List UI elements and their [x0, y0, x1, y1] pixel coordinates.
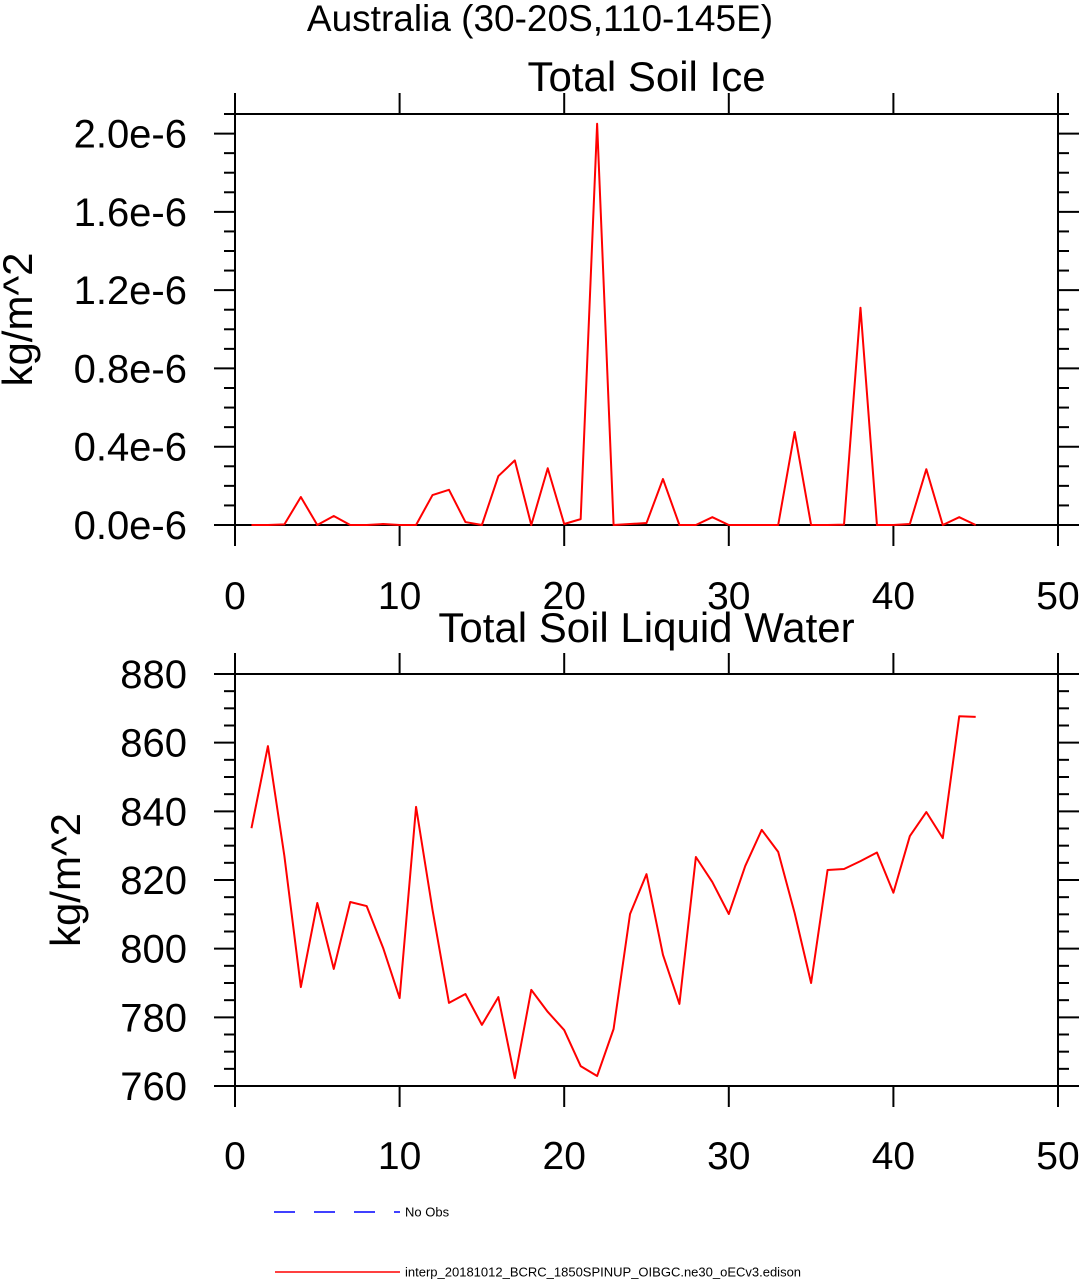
legend-item-model-run: interp_20181012_BCRC_1850SPINUP_OIBGC.ne… [275, 1265, 801, 1280]
y-axis-label: kg/m^2 [0, 252, 41, 386]
y-tick-label: 820 [120, 859, 187, 903]
x-tick-label: 20 [543, 575, 586, 618]
x-tick-label: 0 [224, 1135, 246, 1178]
x-tick-label: 40 [872, 575, 915, 618]
y-tick-label: 880 [120, 653, 187, 697]
x-tick-label: 30 [707, 1135, 750, 1178]
plot-frame [234, 113, 1059, 526]
panel-total-soil-ice: Total Soil Ice kg/m^2 0 10 20 30 40 50 0.0e-6 0… [0, 53, 1080, 618]
x-tick-label: 30 [707, 575, 750, 618]
y-tick-label: 800 [120, 928, 187, 972]
y-tick-label: 760 [120, 1065, 187, 1109]
y-tick-label: 1.2e-6 [74, 269, 187, 313]
series-line [251, 122, 977, 526]
legend: No Obs interp_20181012_BCRC_1850SPINUP_O… [274, 1205, 801, 1280]
legend-label: No Obs [405, 1205, 450, 1220]
legend-label: interp_20181012_BCRC_1850SPINUP_OIBGC.ne… [405, 1265, 801, 1280]
plot-frame [234, 673, 1059, 1087]
y-tick-label: 0.4e-6 [74, 426, 187, 470]
figure-title: Australia (30-20S,110-145E) [307, 0, 773, 39]
panel-total-soil-liquid-water: Total Soil Liquid Water kg/m^2 0 10 20 30 40… [42, 604, 1080, 1178]
x-tick-label: 40 [872, 1135, 915, 1178]
y-tick-label: 860 [120, 722, 187, 766]
x-tick-label: 20 [543, 1135, 586, 1178]
y-tick-label: 1.6e-6 [74, 191, 187, 235]
y-axis-label: kg/m^2 [42, 813, 89, 947]
x-tick-label: 50 [1036, 575, 1079, 618]
y-tick-label: 0.8e-6 [74, 347, 187, 391]
x-tick-label: 0 [224, 575, 246, 618]
y-tick-label: 2.0e-6 [74, 113, 187, 157]
y-tick-label: 780 [120, 996, 187, 1040]
x-tick-label: 10 [378, 1135, 421, 1178]
panel-title: Total Soil Liquid Water [438, 604, 854, 651]
x-tick-label: 50 [1036, 1135, 1079, 1178]
y-tick-label: 840 [120, 790, 187, 834]
x-tick-label: 10 [378, 575, 421, 618]
y-tick-label: 0.0e-6 [74, 504, 187, 548]
legend-item-no-obs: No Obs [274, 1205, 450, 1220]
panel-title: Total Soil Ice [527, 53, 765, 100]
series-line [250, 715, 976, 1080]
